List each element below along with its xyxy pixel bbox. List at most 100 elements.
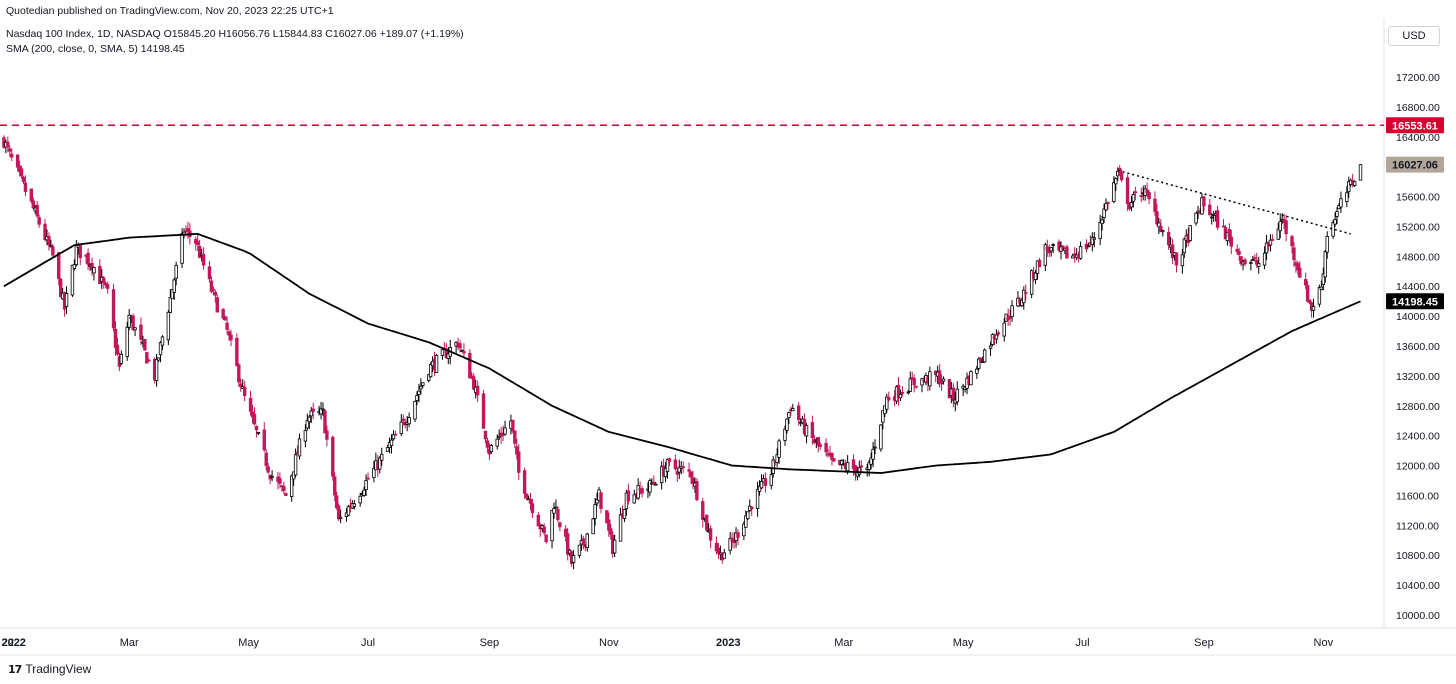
candle-body — [468, 352, 472, 379]
candle-body — [211, 288, 216, 291]
candle-body — [769, 474, 773, 486]
candle-body — [170, 289, 174, 300]
candle-body — [816, 437, 820, 446]
candle-body — [434, 354, 439, 373]
candle-body — [115, 344, 120, 355]
x-tick-label: Nov — [599, 637, 619, 649]
candle-body — [1292, 247, 1296, 260]
candle-body — [19, 168, 24, 177]
candle-body — [1253, 257, 1257, 260]
candle-body — [1100, 219, 1104, 225]
candle-body — [70, 264, 75, 296]
candle-body — [421, 382, 425, 386]
candle-body — [1321, 273, 1326, 285]
candle-body — [554, 506, 558, 509]
candle-body — [750, 506, 754, 510]
candle-body — [1159, 225, 1163, 233]
candle-body — [599, 492, 603, 509]
candle-body — [1071, 255, 1075, 259]
candle-body — [1033, 272, 1038, 280]
x-tick-label: Jul — [361, 637, 375, 649]
candle-body — [1319, 286, 1324, 290]
candle-body — [581, 538, 586, 546]
candle-body — [362, 489, 366, 496]
candle-body — [503, 427, 507, 435]
candle-body — [1022, 289, 1026, 304]
candle-body — [1323, 251, 1327, 278]
candle-body — [732, 539, 736, 544]
candle-body — [127, 314, 131, 328]
candle-body — [1035, 260, 1040, 274]
sma-legend: SMA (200, close, 0, SMA, 5) 14198.45 — [6, 43, 185, 55]
candle-body — [777, 440, 781, 458]
candle-body — [223, 316, 227, 321]
candle-body — [542, 526, 546, 534]
candle-body — [111, 289, 116, 329]
y-tick-label: 12000.00 — [1396, 461, 1440, 473]
candle-body — [667, 458, 672, 462]
candle-body — [977, 358, 981, 369]
candle-body — [1339, 198, 1343, 208]
currency-button[interactable]: USD — [1388, 26, 1440, 46]
candle-body — [1317, 287, 1322, 305]
candle-body — [256, 432, 261, 434]
candle-body — [689, 471, 693, 478]
candle-body — [10, 153, 14, 158]
candle-body — [284, 492, 288, 496]
candle-body — [51, 246, 55, 256]
x-tick-label: May — [238, 637, 259, 649]
candle-body — [896, 384, 901, 398]
candle-body — [898, 394, 903, 399]
candle-body — [605, 510, 609, 524]
candle-body — [1325, 236, 1329, 253]
tradingview-logo-icon: 17 — [8, 662, 22, 676]
candle-body — [787, 412, 791, 418]
candle-body — [975, 368, 979, 374]
candle-body — [266, 466, 270, 473]
candle-body — [1270, 239, 1275, 241]
candle-body — [460, 349, 464, 352]
candle-body — [239, 383, 243, 388]
candle-body — [1180, 254, 1185, 267]
footer-brand[interactable]: 17 TradingView — [8, 662, 91, 676]
candle-body — [636, 485, 640, 499]
candle-body — [853, 465, 858, 475]
candle-body — [147, 359, 151, 362]
candle-body — [291, 471, 296, 480]
candle-body — [881, 410, 885, 423]
candle-body — [632, 494, 636, 504]
candle-body — [1331, 222, 1335, 237]
candle-body — [254, 425, 259, 431]
candle-body — [1358, 164, 1363, 181]
candle-body — [262, 429, 266, 451]
candle-body — [139, 324, 143, 340]
y-tick-label: 13200.00 — [1396, 371, 1440, 383]
candle-body — [988, 345, 993, 349]
candle-body — [472, 376, 476, 390]
candle-body — [399, 421, 404, 434]
ohlc-legend: Nasdaq 100 Index, 1D, NASDAQ O15845.20 H… — [6, 28, 464, 40]
candle-body — [297, 438, 302, 457]
candle-body — [994, 334, 999, 340]
y-tick-label: 12400.00 — [1396, 431, 1440, 443]
candle-body — [883, 405, 887, 415]
candle-body — [74, 245, 79, 265]
candle-body — [517, 451, 521, 473]
candle-body — [90, 262, 94, 271]
candle-body — [1166, 232, 1171, 246]
candle-body — [1131, 194, 1136, 202]
candle-body — [728, 537, 732, 551]
candle-body — [336, 505, 341, 520]
candle-body — [755, 488, 760, 509]
candle-body — [1305, 285, 1310, 302]
candle-body — [289, 475, 294, 497]
candle-body — [593, 504, 597, 519]
candle-body — [1243, 259, 1247, 265]
candle-body — [528, 498, 533, 504]
candle-body — [213, 291, 218, 296]
candle-body — [372, 467, 376, 478]
candle-body — [235, 337, 239, 367]
candle-body — [701, 501, 705, 520]
candle-body — [746, 511, 750, 520]
